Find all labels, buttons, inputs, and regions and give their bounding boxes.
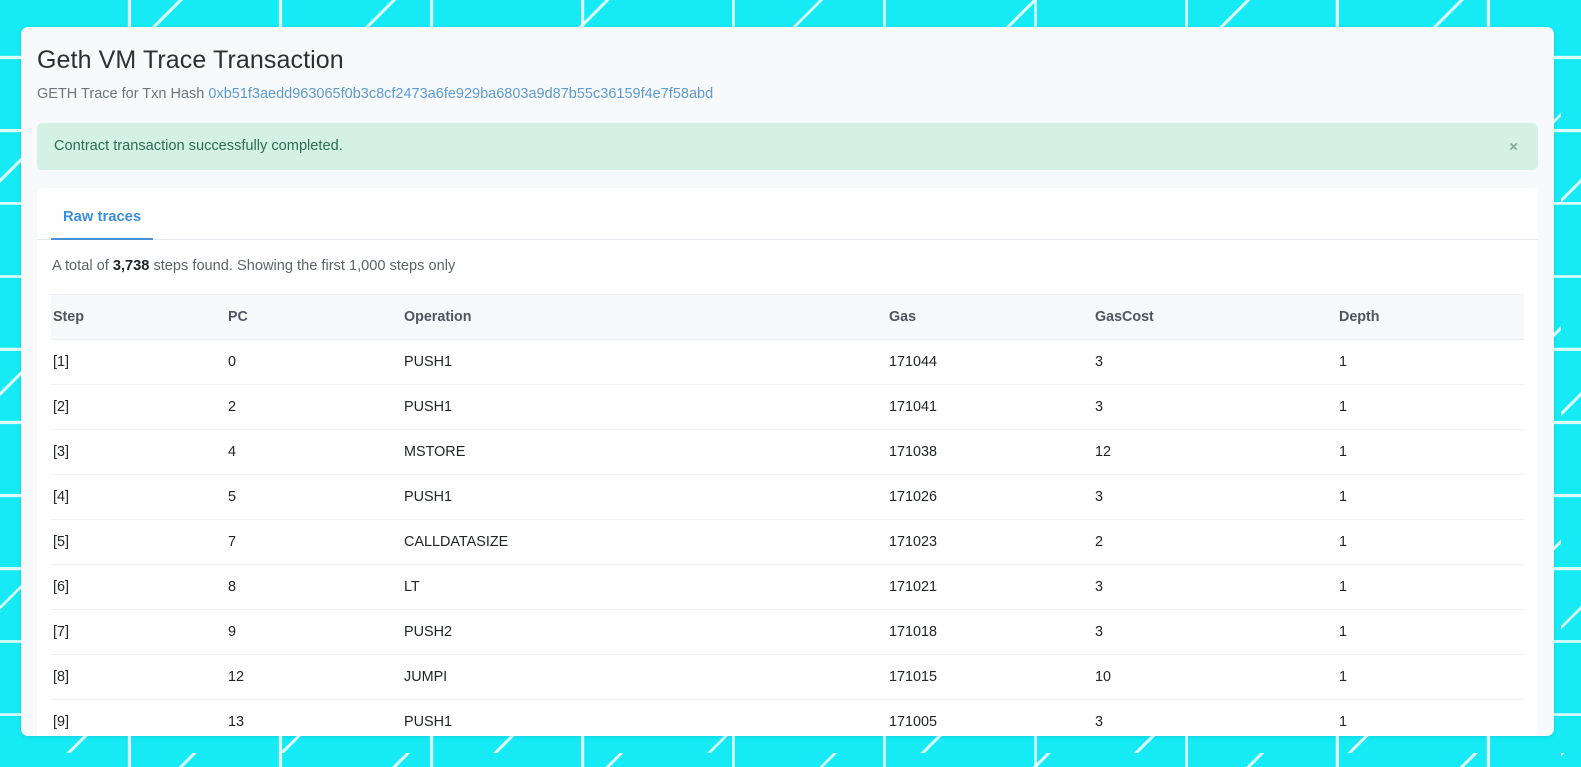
step-cell: [5] xyxy=(51,519,228,565)
depth-cell: 1 xyxy=(1339,609,1524,655)
step-cell: [9] xyxy=(51,699,228,736)
subtitle: GETH Trace for Txn Hash 0xb51f3aedd96306… xyxy=(37,85,1554,104)
txn-hash-link[interactable]: 0xb51f3aedd963065f0b3c8cf2473a6fe929ba68… xyxy=(208,86,714,102)
pc-cell: 8 xyxy=(228,564,404,610)
table-row: [8] 12 JUMPI 171015 10 1 xyxy=(51,654,1524,700)
gascost-cell: 3 xyxy=(1095,564,1339,610)
depth-cell: 1 xyxy=(1339,474,1524,520)
summary-suffix: steps found. Showing the first 1,000 ste… xyxy=(153,258,456,274)
gas-cell: 171005 xyxy=(889,699,1095,736)
gascost-cell: 3 xyxy=(1095,474,1339,520)
step-cell: [2] xyxy=(51,384,228,430)
table-row: [2] 2 PUSH1 171041 3 1 xyxy=(51,384,1524,430)
step-cell: [1] xyxy=(51,339,228,385)
depth-cell: 1 xyxy=(1339,429,1524,475)
gascost-cell: 12 xyxy=(1095,429,1339,475)
trace-table: Step PC Operation Gas GasCost Depth [1] 0… xyxy=(51,294,1524,736)
gas-cell: 171038 xyxy=(889,429,1095,475)
step-cell: [3] xyxy=(51,429,228,475)
step-cell: [7] xyxy=(51,609,228,655)
pc-cell: 9 xyxy=(228,609,404,655)
summary-prefix: A total of xyxy=(52,258,109,274)
gascost-cell: 2 xyxy=(1095,519,1339,565)
trace-table-wrapper: Step PC Operation Gas GasCost Depth [1] 0… xyxy=(51,294,1524,736)
column-header-depth[interactable]: Depth xyxy=(1339,294,1524,340)
gas-cell: 171015 xyxy=(889,654,1095,700)
operation-cell: CALLDATASIZE xyxy=(404,519,889,565)
table-row: [9] 13 PUSH1 171005 3 1 xyxy=(51,699,1524,736)
operation-cell: PUSH2 xyxy=(404,609,889,655)
trace-card: Geth VM Trace Transaction GETH Trace for… xyxy=(21,27,1554,736)
gascost-cell: 3 xyxy=(1095,699,1339,736)
operation-cell: PUSH1 xyxy=(404,699,889,736)
column-header-gascost[interactable]: GasCost xyxy=(1095,294,1339,340)
depth-cell: 1 xyxy=(1339,339,1524,385)
gas-cell: 171041 xyxy=(889,384,1095,430)
operation-cell: LT xyxy=(404,564,889,610)
gas-cell: 171026 xyxy=(889,474,1095,520)
pc-cell: 5 xyxy=(228,474,404,520)
page-title: Geth VM Trace Transaction xyxy=(37,46,344,74)
summary-total-steps: 3,738 xyxy=(112,258,150,274)
operation-cell: JUMPI xyxy=(404,654,889,700)
success-alert: Contract transaction successfully comple… xyxy=(37,123,1538,170)
gascost-cell: 3 xyxy=(1095,609,1339,655)
table-row: [4] 5 PUSH1 171026 3 1 xyxy=(51,474,1524,520)
depth-cell: 1 xyxy=(1339,519,1524,565)
pc-cell: 12 xyxy=(228,654,404,700)
step-cell: [4] xyxy=(51,474,228,520)
column-header-step[interactable]: Step xyxy=(51,294,228,340)
card-header: Geth VM Trace Transaction GETH Trace for… xyxy=(21,27,1554,104)
column-header-pc[interactable]: PC xyxy=(228,294,404,340)
table-row: [3] 4 MSTORE 171038 12 1 xyxy=(51,429,1524,475)
table-row: [5] 7 CALLDATASIZE 171023 2 1 xyxy=(51,519,1524,565)
traces-panel: Raw traces A total of 3,738 steps found.… xyxy=(37,188,1538,736)
trace-table-head: Step PC Operation Gas GasCost Depth xyxy=(51,294,1524,340)
depth-cell: 1 xyxy=(1339,384,1524,430)
depth-cell: 1 xyxy=(1339,654,1524,700)
pc-cell: 13 xyxy=(228,699,404,736)
gascost-cell: 3 xyxy=(1095,339,1339,385)
table-row: [6] 8 LT 171021 3 1 xyxy=(51,564,1524,610)
trace-table-body: [1] 0 PUSH1 171044 3 1 [2] 2 PUSH1 171041 3 1 [3] 4 MS… xyxy=(51,339,1524,736)
depth-cell: 1 xyxy=(1339,564,1524,610)
operation-cell: MSTORE xyxy=(404,429,889,475)
gas-cell: 171018 xyxy=(889,609,1095,655)
step-cell: [8] xyxy=(51,654,228,700)
gas-cell: 171044 xyxy=(889,339,1095,385)
table-row: [1] 0 PUSH1 171044 3 1 xyxy=(51,339,1524,385)
close-icon[interactable]: × xyxy=(1503,135,1524,158)
step-cell: [6] xyxy=(51,564,228,610)
gas-cell: 171021 xyxy=(889,564,1095,610)
pc-cell: 0 xyxy=(228,339,404,385)
table-row: [7] 9 PUSH2 171018 3 1 xyxy=(51,609,1524,655)
operation-cell: PUSH1 xyxy=(404,474,889,520)
table-header-row: Step PC Operation Gas GasCost Depth xyxy=(51,294,1524,340)
alert-message: Contract transaction successfully comple… xyxy=(54,138,343,154)
gascost-cell: 10 xyxy=(1095,654,1339,700)
column-header-operation[interactable]: Operation xyxy=(404,294,889,340)
operation-cell: PUSH1 xyxy=(404,339,889,385)
tab-raw-traces[interactable]: Raw traces xyxy=(51,208,154,240)
pc-cell: 4 xyxy=(228,429,404,475)
tab-bar: Raw traces xyxy=(37,188,1538,240)
steps-summary: A total of 3,738 steps found. Showing th… xyxy=(37,240,1538,276)
pc-cell: 2 xyxy=(228,384,404,430)
operation-cell: PUSH1 xyxy=(404,384,889,430)
column-header-gas[interactable]: Gas xyxy=(889,294,1095,340)
gas-cell: 171023 xyxy=(889,519,1095,565)
pc-cell: 7 xyxy=(228,519,404,565)
depth-cell: 1 xyxy=(1339,699,1524,736)
subtitle-prefix: GETH Trace for Txn Hash xyxy=(37,86,205,102)
gascost-cell: 3 xyxy=(1095,384,1339,430)
